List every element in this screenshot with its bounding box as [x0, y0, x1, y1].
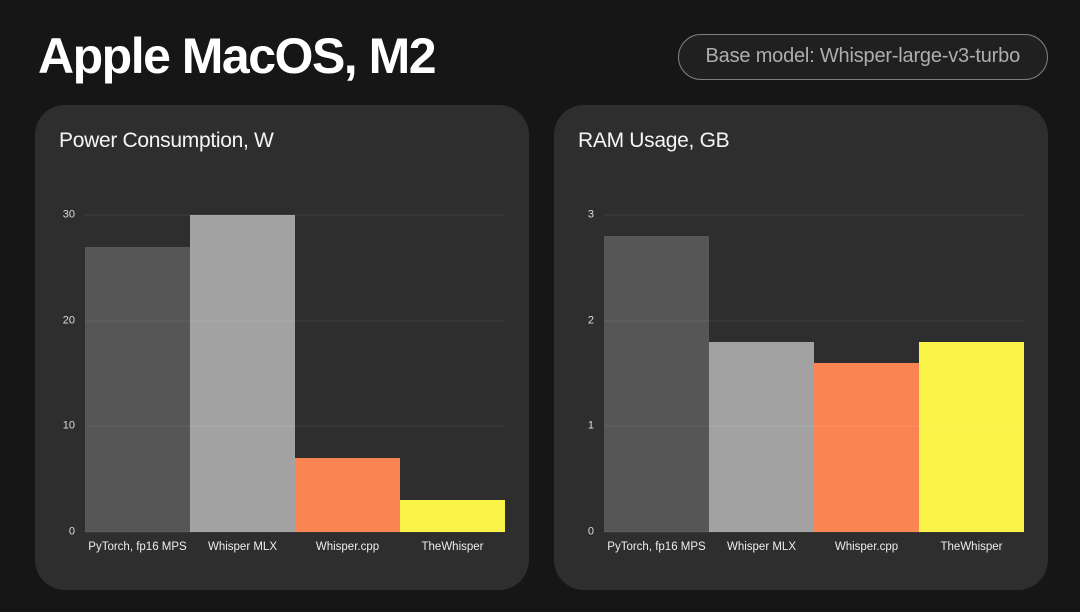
- power-consumption-chart: 0 10 20 30 PyTorch, fp16 MPS Whisper MLX Whis…: [59, 209, 505, 553]
- y-tick-label-30: 30: [62, 208, 75, 221]
- bars: [85, 215, 505, 532]
- x-category-label-whisper-mlx: Whisper MLX: [207, 541, 278, 553]
- x-category-label-pytorch-fp16-mps: PyTorch, fp16 MPS: [607, 541, 706, 553]
- y-tick-label-1: 1: [587, 419, 594, 432]
- header: Apple MacOS, M2 Base model: Whisper-larg…: [0, 0, 1080, 105]
- charts-row: Power Consumption, W 0 10 20 30 PyTorch, fp…: [0, 105, 1080, 590]
- bar-pytorch-fp16-mps: [85, 246, 190, 532]
- bar-whisper-mlx: [190, 215, 295, 532]
- y-tick-label-3: 3: [587, 208, 594, 221]
- x-axis-labels: PyTorch, fp16 MPS Whisper MLX Whisper.cpp T…: [604, 532, 1024, 553]
- plot-area: [604, 214, 1024, 533]
- y-axis: 0 1 2 3: [578, 209, 604, 537]
- x-category-label-thewhisper: TheWhisper: [421, 541, 484, 553]
- power-consumption-panel: Power Consumption, W 0 10 20 30 PyTorch, fp…: [35, 105, 529, 590]
- bar-pytorch-fp16-mps: [604, 236, 709, 532]
- x-category-label-thewhisper: TheWhisper: [940, 541, 1003, 553]
- y-tick-label-0: 0: [68, 525, 75, 538]
- page-title: Apple MacOS, M2: [38, 28, 437, 85]
- x-axis-labels: PyTorch, fp16 MPS Whisper MLX Whisper.cpp T…: [85, 532, 505, 553]
- bar-whisper-mlx: [709, 341, 814, 532]
- x-category-label-whisper-cpp: Whisper.cpp: [834, 541, 899, 553]
- plot-area: [85, 214, 505, 533]
- x-category-label-whisper-cpp: Whisper.cpp: [315, 541, 380, 553]
- base-model-badge-label: Base model: Whisper-large-v3-turbo: [705, 44, 1021, 67]
- bars: [604, 215, 1024, 532]
- bar-thewhisper: [400, 500, 505, 532]
- bar-whisper-cpp: [295, 458, 400, 532]
- y-axis: 0 10 20 30: [59, 209, 85, 537]
- x-category-label-pytorch-fp16-mps: PyTorch, fp16 MPS: [88, 541, 187, 553]
- ram-usage-panel: RAM Usage, GB 0 1 2 3 PyTorch, fp16 MPS Whis…: [554, 105, 1048, 590]
- y-tick-label-0: 0: [587, 525, 594, 538]
- power-consumption-chart-title: Power Consumption, W: [59, 129, 274, 152]
- x-category-label-whisper-mlx: Whisper MLX: [726, 541, 797, 553]
- y-tick-label-20: 20: [62, 314, 75, 327]
- base-model-badge: Base model: Whisper-large-v3-turbo: [677, 33, 1048, 80]
- bar-thewhisper: [919, 341, 1024, 532]
- ram-usage-chart-title: RAM Usage, GB: [578, 129, 730, 152]
- y-tick-label-10: 10: [62, 419, 75, 432]
- y-tick-label-2: 2: [587, 314, 594, 327]
- ram-usage-chart: 0 1 2 3 PyTorch, fp16 MPS Whisper MLX Whisper…: [578, 209, 1024, 553]
- bar-whisper-cpp: [814, 362, 919, 532]
